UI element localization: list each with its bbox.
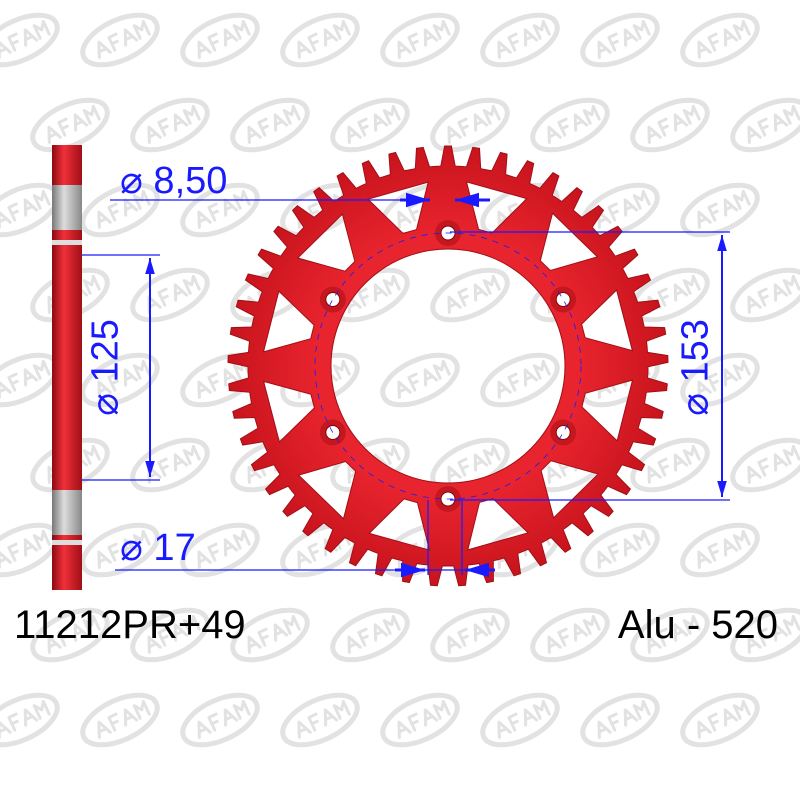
bolt-hole (555, 425, 571, 440)
watermark-logo (730, 607, 800, 663)
sprocket-body (227, 145, 669, 587)
watermark-logo (130, 607, 210, 663)
watermark-logo (280, 12, 360, 68)
watermark-logo (680, 352, 760, 408)
side-view (52, 145, 82, 590)
watermark-logo (480, 12, 560, 68)
watermark-logo (80, 12, 160, 68)
watermark-logo (630, 607, 710, 663)
watermark-logo (230, 607, 310, 663)
watermark-logo (180, 692, 260, 748)
watermark-logo (680, 692, 760, 748)
watermark-logo (580, 692, 660, 748)
part-number: 11212PR+49 (14, 603, 246, 647)
watermark-logo (730, 437, 800, 493)
watermark-logo (330, 97, 410, 153)
watermark-logo (380, 352, 460, 408)
watermark-logo (580, 12, 660, 68)
bolt-hole (325, 292, 341, 307)
watermark-logo (530, 607, 610, 663)
watermark-logo (480, 352, 560, 408)
material-spec: Alu - 520 (617, 603, 778, 647)
watermark-logo (230, 97, 310, 153)
watermark-logo (30, 607, 110, 663)
watermark-logo (180, 522, 260, 578)
watermark-logo (680, 12, 760, 68)
watermark-logo (430, 267, 510, 323)
watermark-logo (180, 12, 260, 68)
watermark-logo (380, 692, 460, 748)
watermark-logo (280, 692, 360, 748)
watermark-logo (80, 522, 160, 578)
outer-circle-diameter-label: ⌀ 153 (674, 319, 717, 416)
bolt-hole-diameter-label: ⌀ 8,50 (120, 160, 228, 202)
watermark-logo (430, 97, 510, 153)
watermark-logo (680, 182, 760, 238)
watermark-logo (530, 97, 610, 153)
watermark-logo (80, 352, 160, 408)
watermark-logo (330, 607, 410, 663)
watermark-logo (730, 267, 800, 323)
watermark-logo (80, 692, 160, 748)
watermark-logo (380, 12, 460, 68)
bolt-hole (555, 292, 571, 307)
watermark-logo (0, 692, 60, 748)
watermark-logo (730, 97, 800, 153)
watermark-logo (630, 97, 710, 153)
watermark-logo (180, 182, 260, 238)
watermark-logo (130, 97, 210, 153)
center-hole-diameter-label: ⌀ 17 (120, 527, 196, 569)
inner-circle-diameter-label: ⌀ 125 (84, 319, 127, 416)
watermark-logo (0, 12, 60, 68)
dimension-lines (82, 192, 730, 578)
watermark-logo (680, 522, 760, 578)
watermark-logo (630, 437, 710, 493)
watermark-logo (580, 522, 660, 578)
watermark-logo (430, 607, 510, 663)
watermark-logo (480, 692, 560, 748)
watermark-logo (30, 97, 110, 153)
sprocket (227, 145, 669, 587)
